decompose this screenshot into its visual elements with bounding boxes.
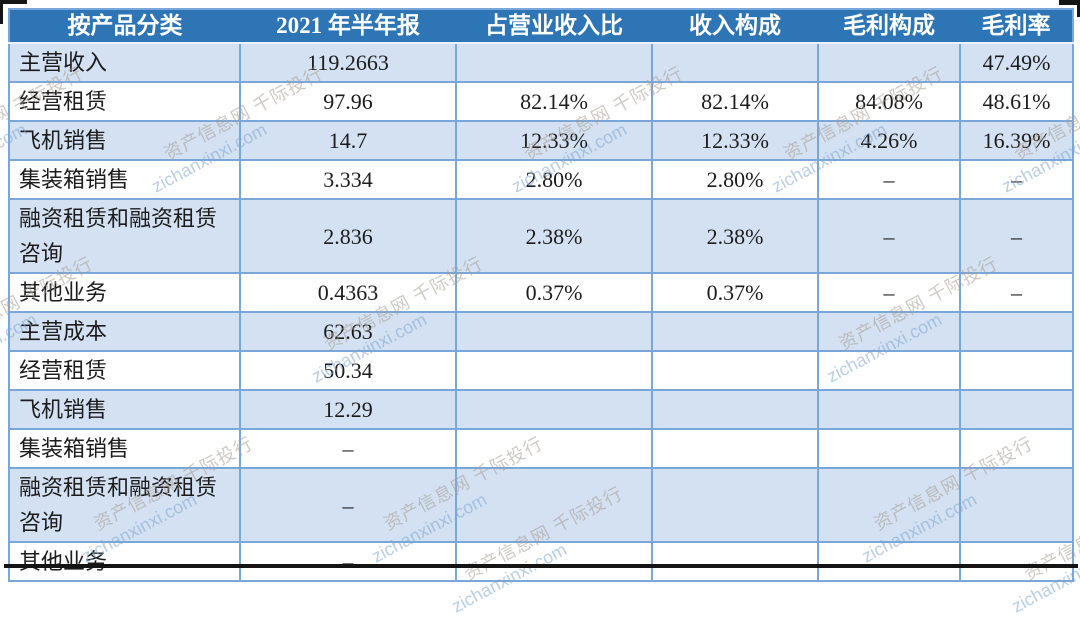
row-label-cell: 其他业务 [8, 541, 241, 582]
frame-corner-top-left-artifact [0, 0, 27, 24]
row-label-cell: 飞机销售 [8, 389, 241, 430]
value-cell [817, 311, 961, 352]
value-cell: 0.37% [455, 272, 653, 313]
value-cell [651, 467, 819, 543]
value-cell [959, 428, 1074, 469]
table-row: 融资租赁和融资租赁咨询 – [8, 467, 1074, 543]
table-row: 飞机销售 14.7 12.33% 12.33% 4.26% 16.39% [8, 120, 1074, 161]
value-cell: – [817, 159, 961, 200]
value-cell: 47.49% [959, 42, 1074, 83]
row-label-cell: 经营租赁 [8, 81, 241, 122]
value-cell: – [959, 272, 1074, 313]
col-header-revenue-share: 占营业收入比 [456, 9, 652, 44]
row-label-cell: 融资租赁和融资租赁咨询 [8, 467, 241, 543]
value-cell: 2.836 [239, 198, 457, 274]
value-cell: 0.4363 [239, 272, 457, 313]
table-row: 经营租赁 50.34 [8, 350, 1074, 391]
value-cell [817, 467, 961, 543]
value-cell [959, 467, 1074, 543]
value-cell [651, 311, 819, 352]
col-header-gross-profit-mix: 毛利构成 [818, 9, 960, 44]
value-cell: 97.96 [239, 81, 457, 122]
value-cell: 12.33% [455, 120, 653, 161]
value-cell: 12.29 [239, 389, 457, 430]
value-cell: 0.37% [651, 272, 819, 313]
value-cell [817, 42, 961, 83]
col-header-revenue-mix: 收入构成 [652, 9, 818, 44]
value-cell [455, 350, 653, 391]
value-cell: 12.33% [651, 120, 819, 161]
value-cell: 2.38% [455, 198, 653, 274]
row-label-cell: 主营成本 [8, 311, 241, 352]
value-cell [959, 541, 1074, 582]
table-row: 集装箱销售 – [8, 428, 1074, 469]
table-row: 主营成本 62.63 [8, 311, 1074, 352]
value-cell [817, 389, 961, 430]
value-cell [959, 350, 1074, 391]
value-cell [455, 428, 653, 469]
value-cell: 4.26% [817, 120, 961, 161]
value-cell: 16.39% [959, 120, 1074, 161]
value-cell [455, 389, 653, 430]
value-cell: 82.14% [455, 81, 653, 122]
value-cell [455, 42, 653, 83]
value-cell [817, 541, 961, 582]
value-cell: – [817, 272, 961, 313]
frame-bottom-edge-artifact [4, 564, 1078, 568]
table-row: 其他业务 – [8, 541, 1074, 582]
row-label-cell: 融资租赁和融资租赁咨询 [8, 198, 241, 274]
table-body: 主营收入 119.2663 47.49% 经营租赁 97.96 82.14% 82.14% 8… [8, 42, 1074, 582]
value-cell: – [239, 467, 457, 543]
row-label-cell: 经营租赁 [8, 350, 241, 391]
value-cell: 2.80% [651, 159, 819, 200]
value-cell: 2.38% [651, 198, 819, 274]
value-cell: – [959, 198, 1074, 274]
value-cell: – [239, 541, 457, 582]
value-cell [959, 311, 1074, 352]
col-header-gross-margin: 毛利率 [960, 9, 1073, 44]
col-header-category: 按产品分类 [9, 9, 240, 44]
value-cell [455, 541, 653, 582]
value-cell [959, 389, 1074, 430]
value-cell: 82.14% [651, 81, 819, 122]
value-cell [651, 42, 819, 83]
value-cell [817, 350, 961, 391]
product-breakdown-table: 按产品分类 2021 年半年报 占营业收入比 收入构成 毛利构成 毛利率 主营收… [8, 8, 1074, 582]
col-header-period: 2021 年半年报 [240, 9, 456, 44]
table-row: 其他业务 0.4363 0.37% 0.37% – – [8, 272, 1074, 313]
row-label-cell: 其他业务 [8, 272, 241, 313]
value-cell: 14.7 [239, 120, 457, 161]
row-label-cell: 主营收入 [8, 42, 241, 83]
frame-corner-top-right-artifact [1059, 0, 1080, 17]
value-cell [651, 389, 819, 430]
value-cell: – [817, 198, 961, 274]
value-cell [817, 428, 961, 469]
row-label-cell: 集装箱销售 [8, 428, 241, 469]
value-cell [455, 311, 653, 352]
value-cell: 119.2663 [239, 42, 457, 83]
table-row: 飞机销售 12.29 [8, 389, 1074, 430]
value-cell: – [239, 428, 457, 469]
value-cell: 62.63 [239, 311, 457, 352]
value-cell: 3.334 [239, 159, 457, 200]
value-cell: 2.80% [455, 159, 653, 200]
header-row: 按产品分类 2021 年半年报 占营业收入比 收入构成 毛利构成 毛利率 [9, 9, 1073, 44]
value-cell: 50.34 [239, 350, 457, 391]
row-label-cell: 飞机销售 [8, 120, 241, 161]
value-cell [651, 350, 819, 391]
value-cell [651, 428, 819, 469]
table-row: 融资租赁和融资租赁咨询 2.836 2.38% 2.38% – – [8, 198, 1074, 274]
value-cell [455, 467, 653, 543]
table-row: 集装箱销售 3.334 2.80% 2.80% – – [8, 159, 1074, 200]
table-row: 经营租赁 97.96 82.14% 82.14% 84.08% 48.61% [8, 81, 1074, 122]
value-cell: – [959, 159, 1074, 200]
value-cell [651, 541, 819, 582]
value-cell: 84.08% [817, 81, 961, 122]
row-label-cell: 集装箱销售 [8, 159, 241, 200]
table-row: 主营收入 119.2663 47.49% [8, 42, 1074, 83]
value-cell: 48.61% [959, 81, 1074, 122]
